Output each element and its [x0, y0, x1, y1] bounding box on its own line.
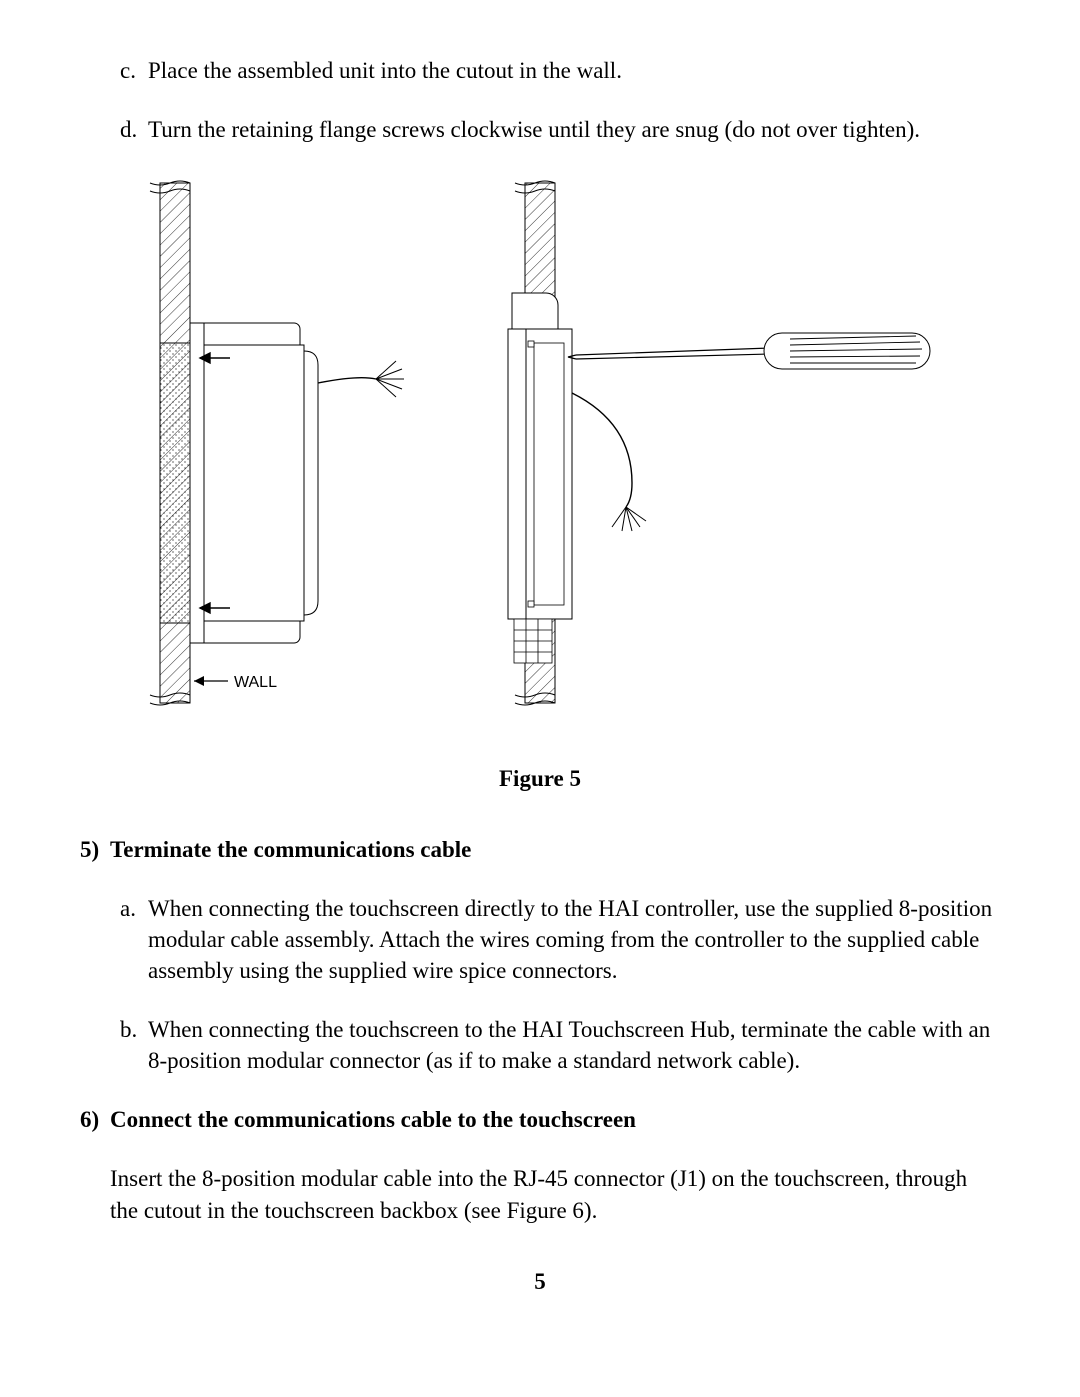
- left-wall-assembly: WALL: [150, 181, 404, 705]
- page-number: 5: [80, 1266, 1000, 1297]
- step-6-body: Insert the 8-position modular cable into…: [110, 1163, 1000, 1225]
- step-number: 6): [80, 1104, 110, 1135]
- step-title: Terminate the communications cable: [110, 834, 471, 865]
- step-5-sub-list: a. When connecting the touchscreen direc…: [80, 893, 1000, 1076]
- step-6-heading: 6) Connect the communications cable to t…: [80, 1104, 1000, 1135]
- wall-label-text: WALL: [234, 674, 277, 691]
- list-text: Place the assembled unit into the cutout…: [148, 55, 622, 86]
- step-number: 5): [80, 834, 110, 865]
- top-sub-list: c. Place the assembled unit into the cut…: [80, 55, 1000, 145]
- list-marker: d.: [120, 114, 148, 145]
- list-text: When connecting the touchscreen directly…: [148, 893, 1000, 986]
- right-wall-assembly: [508, 181, 930, 705]
- step-title: Connect the communications cable to the …: [110, 1104, 636, 1135]
- list-item: a. When connecting the touchscreen direc…: [120, 893, 1000, 986]
- list-marker: a.: [120, 893, 148, 986]
- list-item: b. When connecting the touchscreen to th…: [120, 1014, 1000, 1076]
- figure-5-diagram: WALL: [130, 173, 940, 733]
- step-5-heading: 5) Terminate the communications cable: [80, 834, 1000, 865]
- list-text: Turn the retaining flange screws clockwi…: [148, 114, 920, 145]
- list-text: When connecting the touchscreen to the H…: [148, 1014, 1000, 1076]
- document-page: c. Place the assembled unit into the cut…: [0, 0, 1080, 1337]
- screwdriver-icon: [568, 333, 930, 369]
- list-marker: b.: [120, 1014, 148, 1076]
- figure-caption: Figure 5: [80, 763, 1000, 794]
- list-marker: c.: [120, 55, 148, 86]
- list-item: d. Turn the retaining flange screws cloc…: [120, 114, 1000, 145]
- list-item: c. Place the assembled unit into the cut…: [120, 55, 1000, 86]
